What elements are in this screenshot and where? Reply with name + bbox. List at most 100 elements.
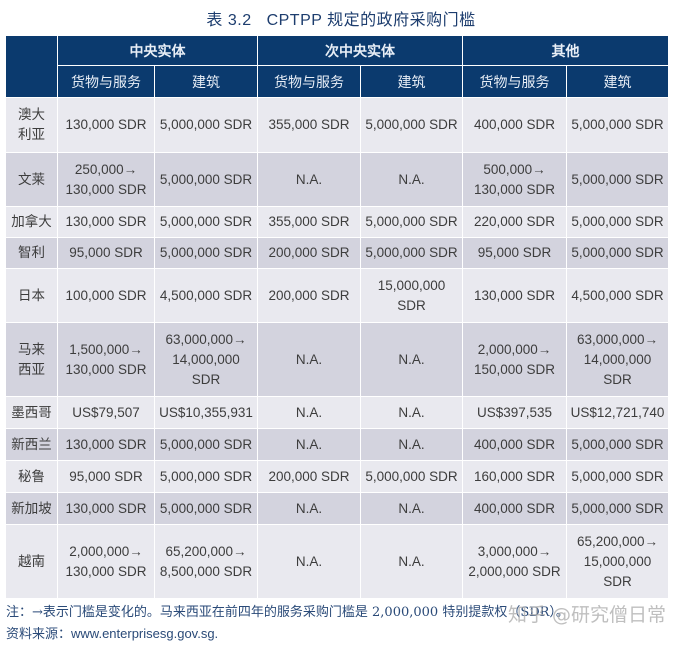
threshold-cell: 250,000→ 130,000 SDR (57, 152, 155, 207)
subheader-construction: 建筑 (360, 65, 463, 98)
table-title: 表 3.2 CPTPP 规定的政府采购门槛 (0, 6, 682, 29)
threshold-cell: 5,000,000 SDR (566, 152, 669, 207)
threshold-cell: 200,000 SDR (257, 268, 361, 323)
threshold-cell: 4,500,000 SDR (154, 268, 258, 323)
country-cell: 新西兰 (5, 428, 58, 461)
threshold-cell: 5,000,000 SDR (566, 206, 669, 238)
threshold-cell: 200,000 SDR (257, 237, 361, 269)
threshold-cell: 5,000,000 SDR (360, 97, 463, 153)
threshold-cell: N.A. (360, 492, 463, 525)
threshold-cell: N.A. (360, 396, 463, 429)
threshold-cell: 100,000 SDR (57, 268, 155, 323)
table-row: 越南 2,000,000→ 130,000 SDR 65,200,000→ 8,500,… (5, 524, 669, 599)
threshold-cell: 5,000,000 SDR (360, 206, 463, 238)
threshold-cell: US$397,535 (462, 396, 567, 429)
threshold-cell: 95,000 SDR (462, 237, 567, 269)
source-label: 资料来源： (6, 627, 72, 642)
threshold-cell: 160,000 SDR (462, 460, 567, 493)
threshold-cell: 5,000,000 SDR (154, 428, 258, 461)
country-cell: 马来 西亚 (5, 322, 58, 397)
threshold-cell: N.A. (257, 428, 361, 461)
table-body: 澳大 利亚 130,000 SDR 5,000,000 SDR 355,000 SDR 5… (5, 97, 669, 599)
source-line: 资料来源：www.enterprisesg.gov.sg. (6, 624, 682, 645)
country-cell: 日本 (5, 268, 58, 323)
group-header-other: 其他 (462, 35, 669, 66)
country-cell: 加拿大 (5, 206, 58, 238)
country-cell: 智利 (5, 237, 58, 269)
corner-header (5, 35, 58, 98)
country-cell: 越南 (5, 524, 58, 599)
source-link: www.enterprisesg.gov.sg. (71, 626, 219, 641)
threshold-cell: 400,000 SDR (462, 492, 567, 525)
threshold-cell: 5,000,000 SDR (566, 237, 669, 269)
threshold-table: 中央实体 次中央实体 其他 货物与服务 建筑 货物与服务 建筑 货物与服务 建筑… (5, 35, 669, 599)
table-row: 马来 西亚 1,500,000→ 130,000 SDR 63,000,000→ 14,0… (5, 322, 669, 397)
country-cell: 秘鲁 (5, 460, 58, 493)
threshold-cell: 355,000 SDR (257, 97, 361, 153)
country-cell: 澳大 利亚 (5, 97, 58, 153)
table-row: 新加坡 130,000 SDR 5,000,000 SDR N.A. N.A. 400,0… (5, 492, 669, 525)
threshold-cell: 15,000,000 SDR (360, 268, 463, 323)
threshold-cell: 130,000 SDR (57, 428, 155, 461)
group-header-subcentral: 次中央实体 (257, 35, 463, 66)
threshold-cell: 5,000,000 SDR (154, 237, 258, 269)
country-cell: 墨西哥 (5, 396, 58, 429)
threshold-cell: 65,200,000→ 15,000,000 SDR (566, 524, 669, 599)
threshold-cell: 5,000,000 SDR (360, 237, 463, 269)
threshold-cell: 5,000,000 SDR (360, 460, 463, 493)
threshold-cell: 4,500,000 SDR (566, 268, 669, 323)
threshold-cell: 200,000 SDR (257, 460, 361, 493)
threshold-cell: 5,000,000 SDR (566, 97, 669, 153)
table-number: 表 3.2 (206, 12, 252, 29)
subheader-goods-services: 货物与服务 (462, 65, 567, 98)
country-cell: 文莱 (5, 152, 58, 207)
table-row: 新西兰 130,000 SDR 5,000,000 SDR N.A. N.A. 400,0… (5, 428, 669, 461)
threshold-cell: 400,000 SDR (462, 428, 567, 461)
subheader-construction: 建筑 (154, 65, 258, 98)
threshold-cell: N.A. (257, 492, 361, 525)
threshold-cell: 2,000,000→ 130,000 SDR (57, 524, 155, 599)
threshold-cell: N.A. (257, 322, 361, 397)
threshold-cell: 2,000,000→ 150,000 SDR (462, 322, 567, 397)
table-row: 日本 100,000 SDR 4,500,000 SDR 200,000 SDR 15,… (5, 268, 669, 323)
threshold-cell: N.A. (257, 152, 361, 207)
threshold-cell: 63,000,000→ 14,000,000 SDR (154, 322, 258, 397)
country-cell: 新加坡 (5, 492, 58, 525)
threshold-cell: 500,000→ 130,000 SDR (462, 152, 567, 207)
threshold-cell: 1,500,000→ 130,000 SDR (57, 322, 155, 397)
footnote: 注：→表示门槛是变化的。马来西亚在前四年的服务采购门槛是 2,000,000 特… (6, 605, 569, 620)
table-row: 加拿大 130,000 SDR 5,000,000 SDR 355,000 SDR 5,… (5, 206, 669, 238)
threshold-cell: 5,000,000 SDR (566, 428, 669, 461)
threshold-cell: 355,000 SDR (257, 206, 361, 238)
threshold-cell: 5,000,000 SDR (566, 492, 669, 525)
watermark: 知乎 @研究僧日常 (508, 604, 667, 626)
threshold-cell: N.A. (360, 152, 463, 207)
threshold-cell: 130,000 SDR (462, 268, 567, 323)
threshold-cell: US$10,355,931 (154, 396, 258, 429)
table-row: 墨西哥 US$79,507 US$10,355,931 N.A. N.A. US$397,… (5, 396, 669, 429)
threshold-cell: N.A. (257, 524, 361, 599)
threshold-cell: 63,000,000→ 14,000,000 SDR (566, 322, 669, 397)
threshold-cell: N.A. (360, 428, 463, 461)
subheader-goods-services: 货物与服务 (257, 65, 361, 98)
threshold-cell: N.A. (257, 396, 361, 429)
threshold-cell: 65,200,000→ 8,500,000 SDR (154, 524, 258, 599)
threshold-cell: 5,000,000 SDR (154, 492, 258, 525)
threshold-cell: 5,000,000 SDR (154, 152, 258, 207)
table-row: 文莱 250,000→ 130,000 SDR 5,000,000 SDR N.A. N.… (5, 152, 669, 207)
threshold-cell: 5,000,000 SDR (154, 97, 258, 153)
subheader-construction: 建筑 (566, 65, 669, 98)
threshold-cell: 5,000,000 SDR (154, 206, 258, 238)
threshold-cell: 400,000 SDR (462, 97, 567, 153)
threshold-cell: N.A. (360, 524, 463, 599)
subheader-goods-services: 货物与服务 (57, 65, 155, 98)
threshold-cell: 130,000 SDR (57, 492, 155, 525)
table-row: 秘鲁 95,000 SDR 5,000,000 SDR 200,000 SDR 5,00… (5, 460, 669, 493)
threshold-cell: N.A. (360, 322, 463, 397)
threshold-cell: 95,000 SDR (57, 237, 155, 269)
threshold-cell: US$79,507 (57, 396, 155, 429)
threshold-cell: 130,000 SDR (57, 206, 155, 238)
threshold-cell: 5,000,000 SDR (154, 460, 258, 493)
table-row: 澳大 利亚 130,000 SDR 5,000,000 SDR 355,000 SDR 5… (5, 97, 669, 153)
threshold-cell: 220,000 SDR (462, 206, 567, 238)
